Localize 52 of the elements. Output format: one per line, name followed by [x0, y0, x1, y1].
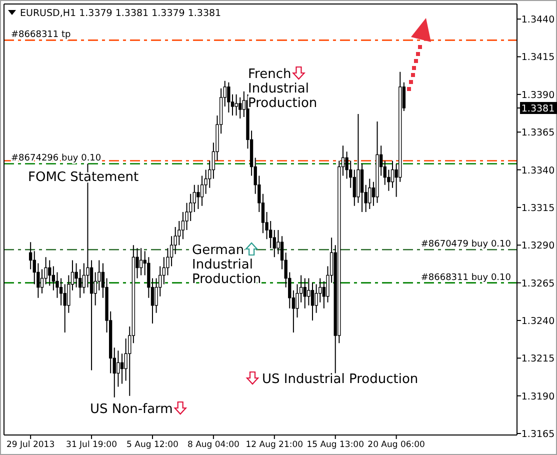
- candlestick: [238, 96, 242, 120]
- candlestick: [59, 278, 63, 306]
- x-tick-label: 12 Aug 21:00: [246, 440, 304, 450]
- candlestick: [139, 248, 143, 276]
- candlestick: [200, 175, 204, 206]
- y-tick-label: 1.3365: [521, 128, 555, 139]
- candlestick: [170, 236, 174, 267]
- y-tick-label: 1.3440: [521, 14, 555, 26]
- candlestick: [390, 160, 394, 188]
- candlestick: [272, 230, 276, 258]
- candlestick: [368, 178, 372, 210]
- x-tick-label: 8 Aug 04:00: [187, 440, 240, 450]
- candlestick: [120, 353, 124, 384]
- x-tick-label: 15 Aug 13:00: [306, 440, 364, 450]
- candlestick: [28, 242, 32, 270]
- x-tick-label: 29 Jul 2013: [6, 440, 55, 450]
- y-tick-label: 1.3190: [521, 391, 555, 402]
- y-tick-label: 1.3381: [521, 103, 555, 114]
- candlestick: [192, 184, 196, 212]
- x-tick-label: 20 Aug 06:00: [368, 440, 425, 450]
- text: EURUSD,H1 1.3379 1.3381 1.3379 1.3381: [20, 8, 222, 19]
- y-tick-label: 1.3290: [521, 240, 555, 252]
- annotation: US Non-farm: [90, 402, 173, 417]
- y-tick-label: 1.3240: [521, 316, 555, 327]
- y-tick-label: 1.3340: [521, 165, 555, 176]
- candlestick: [360, 163, 364, 212]
- candlestick: [352, 169, 356, 206]
- annotation: US Industrial Production: [262, 372, 418, 387]
- candlestick: [310, 282, 314, 321]
- candlestick: [234, 94, 238, 116]
- candlestick: [48, 260, 52, 286]
- candlestick: [181, 211, 185, 240]
- y-tick-label: 1.3315: [521, 202, 555, 214]
- candlestick: [303, 278, 306, 309]
- y-tick-label: 1.3390: [521, 90, 555, 101]
- x-tick-label: 31 Jul 19:00: [66, 440, 118, 450]
- candlestick: [376, 121, 379, 204]
- x-tick-label: 5 Aug 12:00: [126, 440, 178, 450]
- candlestick: [90, 260, 94, 371]
- candlestick: [196, 184, 200, 210]
- candlestick: [63, 284, 66, 334]
- ref-line-label: #8668311 tp: [11, 30, 72, 40]
- ref-line-label: #8670479 buy 0.10: [420, 240, 512, 250]
- y-tick-label: 1.3165: [521, 428, 555, 440]
- candlestick: [307, 278, 310, 306]
- y-tick-label: 1.3265: [521, 278, 555, 290]
- y-tick-label: 1.3415: [521, 52, 555, 64]
- candlestick: [40, 268, 44, 294]
- candlestick: [116, 350, 120, 388]
- y-tick-label: 1.3215: [521, 354, 555, 365]
- ref-line-label: #8668311 buy 0.10: [420, 272, 512, 283]
- candlestick: [227, 82, 230, 114]
